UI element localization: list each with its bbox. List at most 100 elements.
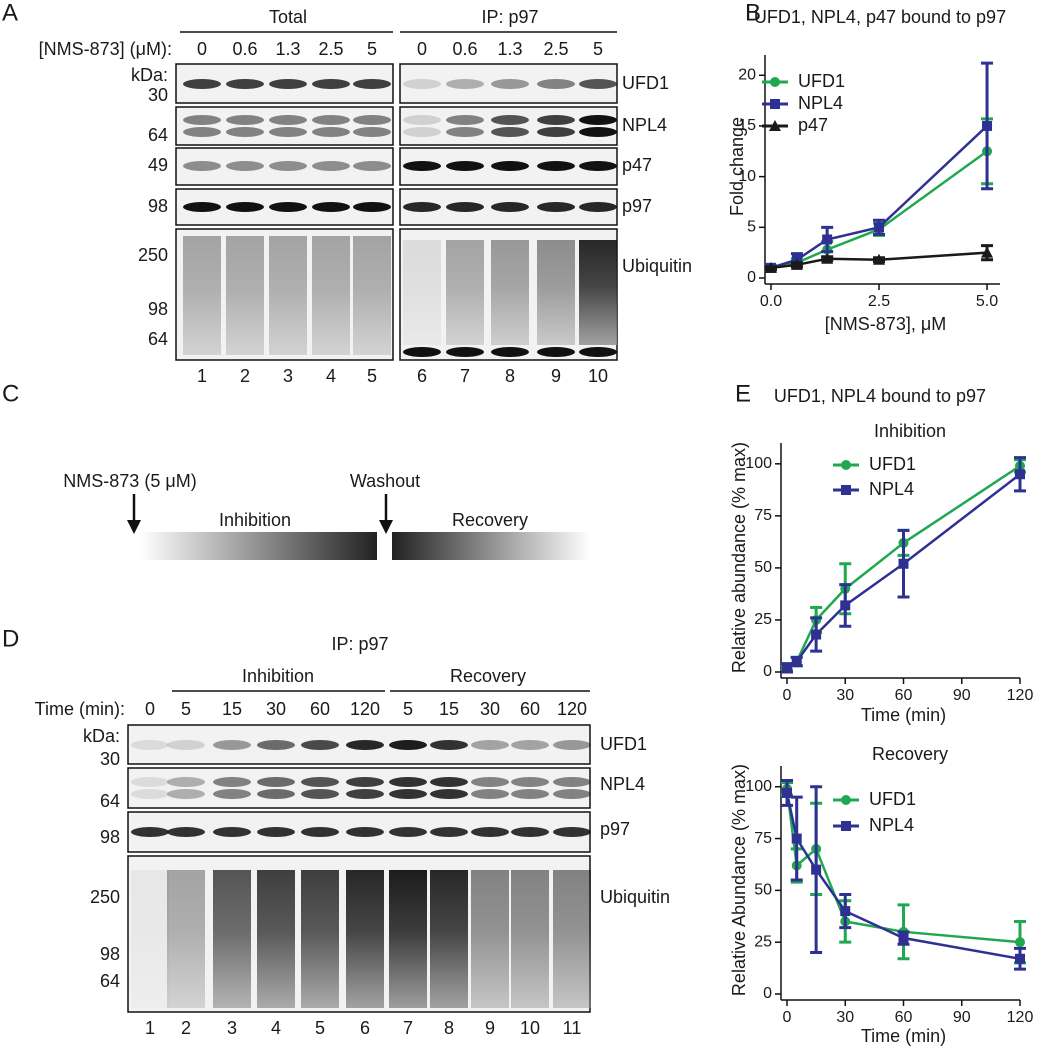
band — [346, 777, 384, 787]
band — [346, 789, 384, 799]
x-axis-label: [NMS-873], μM — [825, 314, 946, 334]
lane-number: 5 — [367, 366, 377, 386]
y-tick-label: 25 — [754, 611, 772, 628]
smear — [213, 870, 251, 1008]
mw-marker: 49 — [148, 155, 168, 175]
x-tick-label: 0 — [783, 1009, 792, 1026]
band — [131, 789, 169, 799]
concentration: 5 — [367, 39, 377, 59]
band — [131, 740, 169, 750]
band — [213, 827, 251, 837]
series-line — [785, 792, 1021, 960]
mw-marker: 64 — [148, 125, 168, 145]
time: 5 — [181, 699, 191, 719]
band — [491, 127, 529, 137]
smear — [167, 870, 205, 1008]
panel-letter: C — [2, 380, 19, 407]
data-point — [782, 662, 792, 673]
y-tick-label: 100 — [745, 778, 772, 795]
band — [269, 115, 307, 125]
band — [430, 740, 468, 750]
legend-marker — [841, 795, 851, 805]
band — [471, 789, 509, 799]
x-tick-label: 5.0 — [976, 293, 998, 310]
band — [579, 79, 617, 89]
lane-number: 9 — [485, 1018, 495, 1038]
lane-number: 10 — [520, 1018, 540, 1038]
band — [257, 777, 295, 787]
smear — [471, 870, 509, 1008]
mw-marker: 98 — [100, 827, 120, 847]
recovery-bar — [392, 532, 590, 560]
y-tick-label: 20 — [738, 66, 756, 83]
x-axis-label: Time (min) — [861, 1026, 946, 1046]
band — [537, 79, 575, 89]
protein-label: NPL4 — [622, 115, 667, 135]
lane-number: 2 — [181, 1018, 191, 1038]
smear — [312, 236, 350, 355]
data-point — [811, 629, 822, 640]
band — [167, 777, 205, 787]
legend-label: NPL4 — [798, 93, 843, 113]
data-point — [874, 222, 885, 233]
group-label: Inhibition — [242, 666, 314, 686]
smear — [389, 870, 427, 1008]
legend-label: UFD1 — [869, 789, 916, 809]
x-tick-label: 60 — [895, 1009, 913, 1026]
lane-number: 7 — [460, 366, 470, 386]
kda-label: kDa: — [131, 65, 168, 85]
band — [167, 740, 205, 750]
y-tick-label: 50 — [754, 882, 772, 899]
x-tick-label: 2.5 — [868, 293, 890, 310]
series-line — [785, 788, 1021, 944]
phase-label: Inhibition — [219, 510, 291, 530]
inhibition-bar — [140, 532, 377, 560]
lane-number: 8 — [505, 366, 515, 386]
band — [353, 127, 391, 137]
treatment-label: NMS-873 (5 μM) — [63, 471, 196, 491]
lane-number: 1 — [197, 366, 207, 386]
band — [471, 777, 509, 787]
data-point — [898, 933, 909, 944]
data-point — [782, 787, 792, 798]
band — [353, 115, 391, 125]
panel-title: UFD1, NPL4 bound to p97 — [774, 386, 986, 406]
x-tick-label: 120 — [1007, 687, 1034, 704]
band — [446, 127, 484, 137]
band — [353, 161, 391, 171]
protein-label: p97 — [622, 196, 652, 216]
arrow-head — [127, 520, 141, 534]
data-point — [1015, 469, 1025, 480]
y-axis-label: Relative Abundance (% max) — [729, 764, 749, 996]
time: 5 — [403, 699, 413, 719]
smear — [553, 870, 591, 1008]
panel-letter: D — [2, 625, 19, 652]
smear — [511, 870, 549, 1008]
mw-marker: 98 — [100, 944, 120, 964]
band — [312, 161, 350, 171]
y-tick-label: 15 — [738, 117, 756, 134]
time: 30 — [266, 699, 286, 719]
x-tick-label: 90 — [953, 687, 971, 704]
band — [183, 127, 221, 137]
panel-letter: A — [2, 0, 18, 26]
legend-label: UFD1 — [869, 454, 916, 474]
mw-marker: 30 — [148, 85, 168, 105]
x-tick-label: 30 — [836, 687, 854, 704]
data-point — [791, 656, 802, 667]
band — [403, 127, 441, 137]
lane-number: 8 — [444, 1018, 454, 1038]
smear — [403, 240, 441, 345]
y-tick-label: 10 — [738, 168, 756, 185]
band — [269, 79, 307, 89]
band — [131, 827, 169, 837]
smear — [430, 870, 468, 1008]
band — [403, 115, 441, 125]
smear — [491, 240, 529, 345]
band — [471, 827, 509, 837]
lane-number: 2 — [240, 366, 250, 386]
data-point — [1015, 953, 1025, 964]
band — [301, 740, 339, 750]
series-line — [770, 125, 988, 270]
